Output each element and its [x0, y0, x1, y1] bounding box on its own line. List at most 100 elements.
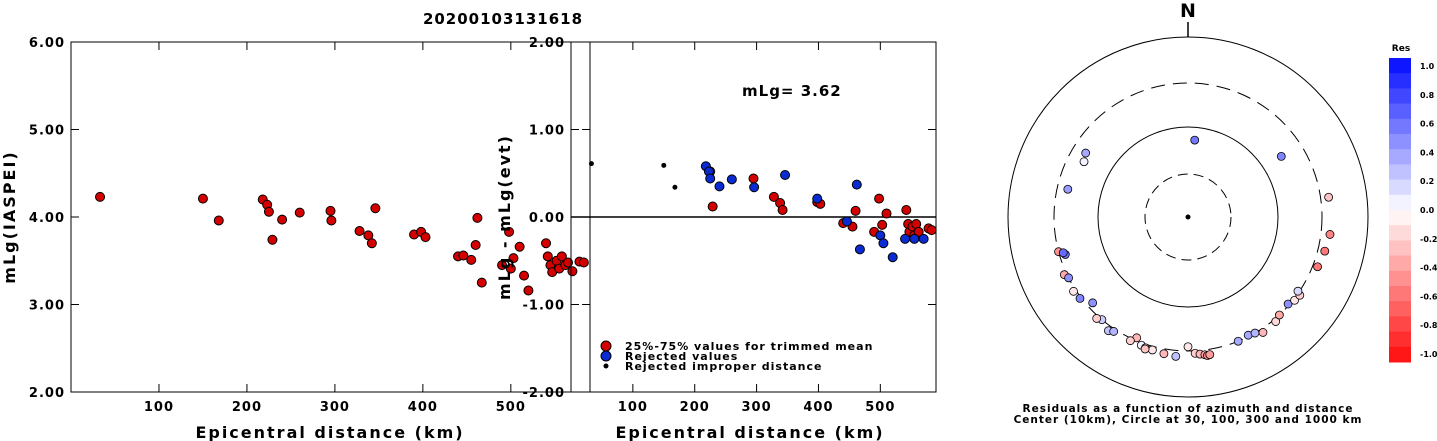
trimmed-mean-point — [877, 219, 888, 230]
station-residual-point — [1064, 273, 1074, 283]
station-residual-point — [1274, 310, 1284, 320]
station-residual-point — [1258, 328, 1268, 337]
residual-vs-distance-ytick-label: 0.00 — [529, 211, 565, 226]
station-residual-point — [1250, 328, 1260, 338]
station-residual-point — [1147, 345, 1157, 355]
residual-vs-distance-xtick-label: 100 — [618, 400, 648, 415]
data-point — [325, 205, 336, 216]
colorbar-tick-label: 1.0 — [1420, 62, 1435, 71]
rejected-point — [841, 216, 852, 227]
station-residual-point — [1283, 299, 1293, 309]
data-point — [267, 234, 278, 245]
rejected-point — [812, 193, 823, 204]
data-point — [466, 254, 477, 265]
trimmed-mean-point — [926, 225, 937, 236]
colorbar-swatch — [1389, 118, 1411, 135]
colorbar-swatch — [1389, 194, 1411, 211]
mlg-annotation: mLg= 3.62 — [742, 82, 842, 100]
data-point — [197, 193, 208, 204]
mlg-vs-distance-xtick-label: 200 — [232, 400, 262, 415]
residual-vs-distance-xtick-label: 300 — [742, 400, 772, 415]
improper-distance-point — [672, 184, 678, 190]
colorbar-swatch — [1389, 225, 1411, 241]
colorbar-tick-label: 0.0 — [1420, 206, 1435, 215]
legend-red-marker — [600, 340, 612, 352]
panel-residual-xlabel: Epicentral distance (km) — [615, 423, 884, 441]
rejected-point — [887, 252, 898, 263]
data-point — [497, 260, 508, 271]
data-point — [366, 238, 377, 249]
rejected-point — [726, 174, 737, 185]
colorbar-swatch — [1389, 316, 1411, 333]
colorbar-tick-label: 0.4 — [1420, 148, 1435, 157]
colorbar-swatch — [1389, 210, 1411, 226]
trimmed-mean-point — [768, 191, 779, 202]
colorbar-swatch — [1389, 270, 1411, 287]
trimmed-mean-point — [748, 173, 759, 184]
colorbar-tick-label: -0.8 — [1420, 321, 1437, 330]
data-point — [277, 214, 288, 225]
trimmed-mean-point — [901, 205, 912, 215]
data-point — [470, 240, 481, 250]
legend-black-marker — [603, 363, 609, 369]
north-label: N — [1180, 0, 1196, 22]
mlg-vs-distance-xtick-label: 500 — [496, 400, 526, 415]
colorbar-tick-label: -1.0 — [1420, 350, 1437, 359]
colorbar-swatch — [1389, 103, 1411, 120]
improper-distance-point — [661, 162, 667, 168]
polar-points — [1054, 135, 1335, 361]
data-point — [578, 257, 589, 268]
station-residual-point — [1159, 349, 1169, 359]
station-residual-point — [1088, 298, 1098, 308]
residual-vs-distance-xtick-label: 500 — [865, 400, 895, 415]
station-residual-point — [1205, 350, 1215, 360]
ring-1000km — [1007, 36, 1369, 398]
data-point — [508, 253, 519, 264]
data-point — [294, 207, 305, 218]
figure-title: 20200103131618 — [423, 10, 583, 28]
colorbar-swatch — [1389, 346, 1411, 363]
station-residual-point — [1063, 184, 1073, 194]
data-point — [504, 226, 515, 237]
mlg-vs-distance-xtick-label: 400 — [408, 400, 438, 415]
station-residual-point — [1271, 317, 1281, 326]
colorbar-swatch — [1389, 286, 1411, 302]
residual-vs-distance-ytick-label: -2.00 — [523, 386, 565, 401]
colorbar-tick-label: -0.4 — [1420, 264, 1437, 273]
rejected-point — [780, 170, 791, 180]
rejected-point — [714, 181, 725, 192]
mlg-vs-distance-ytick-label: 4.00 — [29, 211, 65, 226]
mlg-vs-distance-ytick-label: 2.00 — [29, 386, 65, 401]
data-point — [213, 215, 224, 226]
ring-100km — [1097, 126, 1279, 308]
colorbar-tick-label: -0.6 — [1420, 292, 1437, 301]
data-point — [542, 251, 553, 262]
residual-vs-distance-xtick-label: 200 — [680, 400, 710, 415]
data-point — [472, 212, 483, 223]
rejected-point — [909, 233, 920, 244]
trimmed-mean-point — [707, 201, 718, 212]
colorbar-swatch — [1389, 58, 1411, 74]
station-residual-point — [1171, 351, 1181, 361]
colorbar-swatch — [1389, 240, 1411, 257]
station-residual-point — [1313, 262, 1322, 272]
residual-vs-distance-ytick-label: 2.00 — [529, 36, 565, 51]
colorbar-swatch — [1389, 164, 1411, 181]
data-point — [326, 215, 337, 226]
station-residual-point — [1069, 286, 1078, 296]
polar-caption-2: Center (10km), Circle at 30, 100, 300 an… — [1014, 414, 1363, 426]
legend-blue-label: Rejected values — [625, 350, 738, 363]
panel-mlg-points — [95, 191, 589, 296]
data-point — [523, 285, 534, 296]
data-point — [370, 203, 381, 214]
rejected-point — [878, 238, 889, 249]
panel-mlg-ticks: 100 200 300 400 500 2.00 3.00 4.00 5.00 6.00 — [29, 36, 590, 415]
station-residual-point — [1092, 314, 1102, 323]
panel-mlg: 100 200 300 400 500 2.00 3.00 4.00 5.00 6.00 Epic… — [0, 36, 591, 441]
panel-mlg-ylabel: mLg(IASPEI) — [0, 150, 19, 283]
colorbar-tick-label: 0.8 — [1420, 91, 1435, 100]
colorbar-swatch — [1389, 149, 1411, 165]
trimmed-mean-point — [913, 226, 924, 237]
rejected-point — [851, 179, 862, 190]
